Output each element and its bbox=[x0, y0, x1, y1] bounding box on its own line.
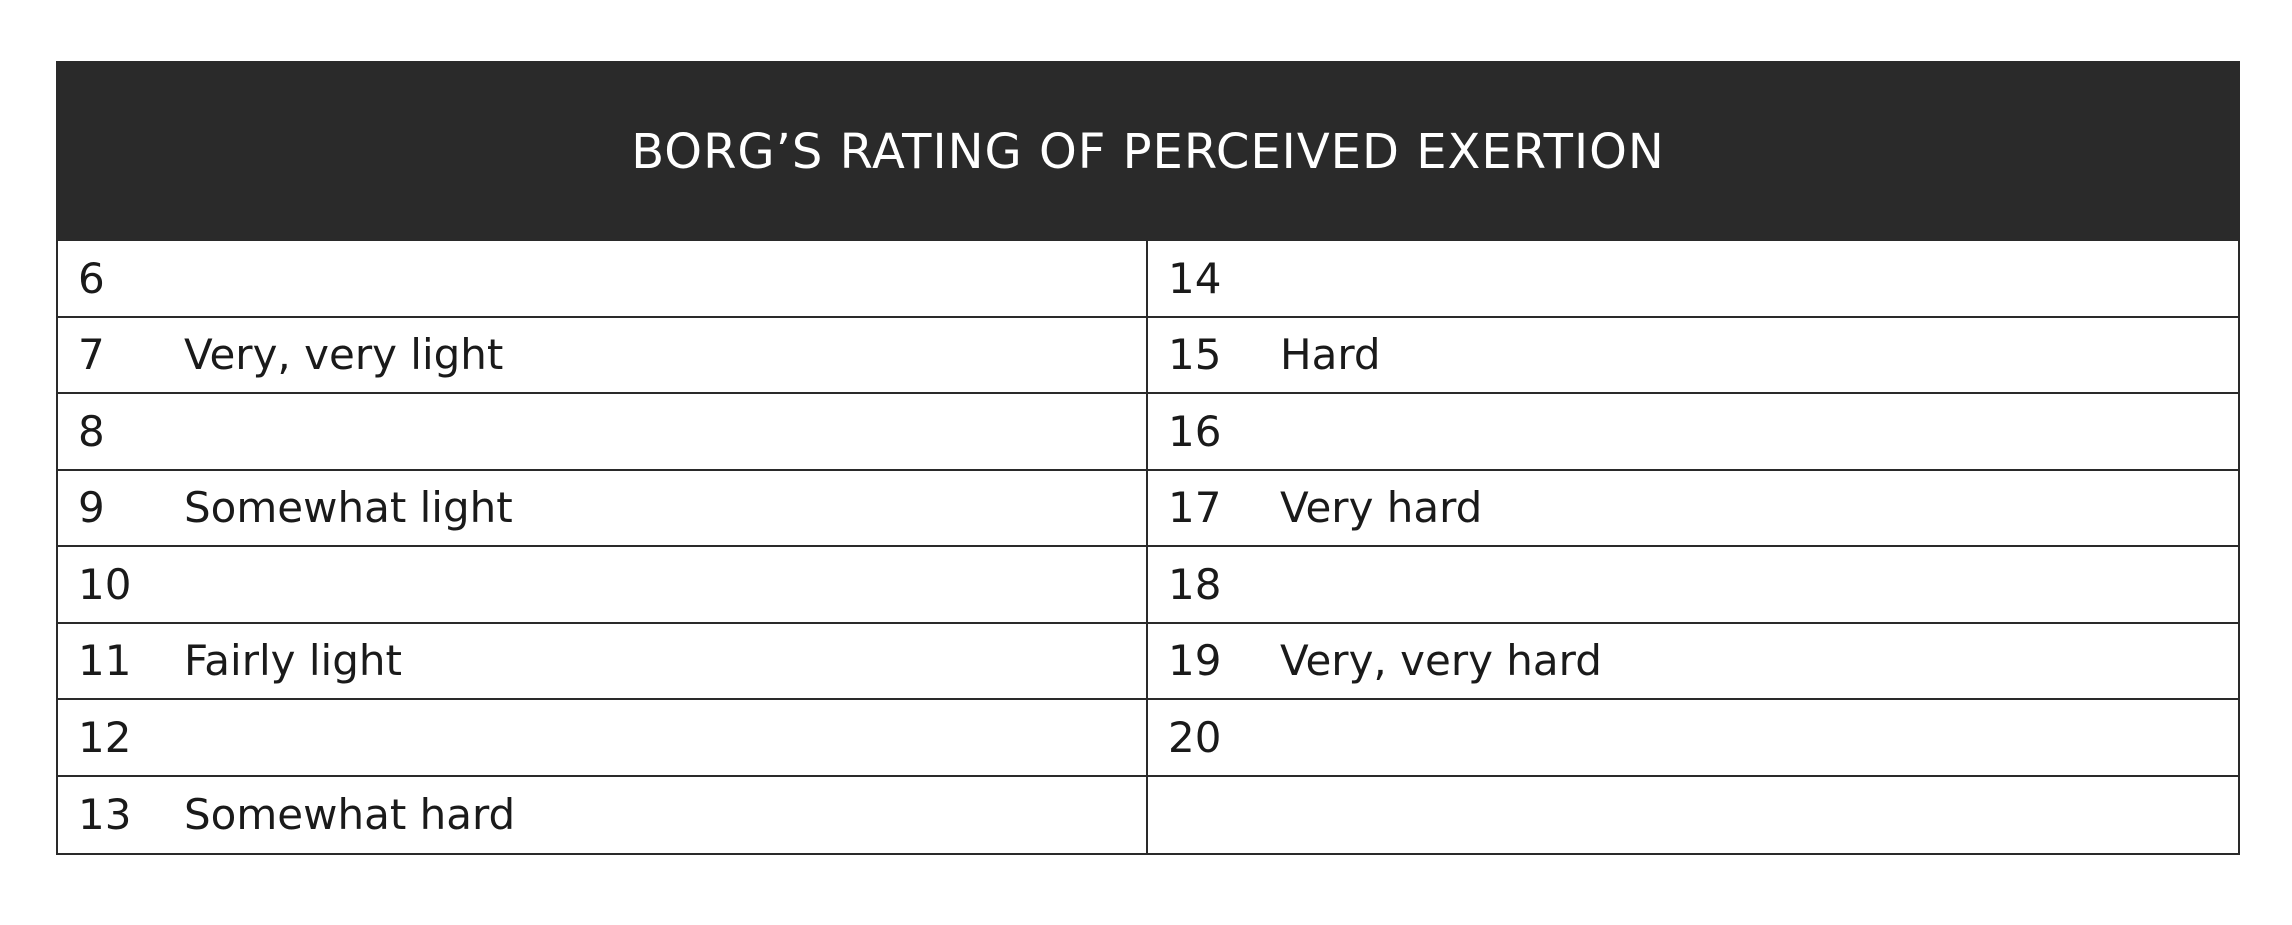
table-row: 13 Somewhat hard bbox=[58, 777, 1146, 854]
rating-label: Somewhat hard bbox=[184, 790, 516, 840]
table-row: 12 bbox=[58, 700, 1146, 777]
table-row: 18 bbox=[1148, 547, 2238, 624]
rating-label: Fairly light bbox=[184, 636, 402, 686]
rating-value: 18 bbox=[1168, 559, 1222, 609]
rating-label: Very, very hard bbox=[1280, 636, 1602, 686]
table-row: 7 Very, very light bbox=[58, 318, 1146, 394]
table-header: BORG’S RATING OF PERCEIVED EXERTION bbox=[58, 63, 2238, 241]
rating-label: Somewhat light bbox=[184, 483, 513, 533]
table-row: 17 Very hard bbox=[1148, 471, 2238, 547]
table-row: 20 bbox=[1148, 700, 2238, 777]
rating-value: 16 bbox=[1168, 406, 1222, 456]
rating-value: 8 bbox=[78, 406, 105, 456]
table-row-empty bbox=[1148, 777, 2238, 854]
table-row: 16 bbox=[1148, 394, 2238, 471]
rating-label: Very hard bbox=[1280, 483, 1483, 533]
rpe-table: BORG’S RATING OF PERCEIVED EXERTION 6 7 … bbox=[56, 61, 2240, 855]
table-row: 19 Very, very hard bbox=[1148, 624, 2238, 700]
table-body: 6 7 Very, very light 8 9 Somewhat light … bbox=[58, 241, 2238, 853]
rating-value: 15 bbox=[1168, 330, 1222, 380]
rating-value: 17 bbox=[1168, 483, 1222, 533]
table-row: 6 bbox=[58, 241, 1146, 318]
rating-value: 6 bbox=[78, 253, 105, 303]
rating-label: Hard bbox=[1280, 330, 1381, 380]
rating-value: 12 bbox=[78, 712, 132, 762]
rating-value: 11 bbox=[78, 636, 132, 686]
rating-value: 13 bbox=[78, 790, 132, 840]
rating-value: 19 bbox=[1168, 636, 1222, 686]
rating-value: 20 bbox=[1168, 712, 1222, 762]
table-row: 9 Somewhat light bbox=[58, 471, 1146, 547]
rating-value: 9 bbox=[78, 483, 105, 533]
table-row: 8 bbox=[58, 394, 1146, 471]
rating-value: 7 bbox=[78, 330, 105, 380]
right-column: 14 15 Hard 16 17 Very hard 18 19 Very, bbox=[1148, 241, 2238, 853]
table-title: BORG’S RATING OF PERCEIVED EXERTION bbox=[631, 124, 1665, 180]
table-row: 15 Hard bbox=[1148, 318, 2238, 394]
rating-label: Very, very light bbox=[184, 330, 504, 380]
table-row: 14 bbox=[1148, 241, 2238, 318]
table-row: 11 Fairly light bbox=[58, 624, 1146, 700]
rating-value: 14 bbox=[1168, 253, 1222, 303]
rating-value: 10 bbox=[78, 559, 132, 609]
table-row: 10 bbox=[58, 547, 1146, 624]
left-column: 6 7 Very, very light 8 9 Somewhat light … bbox=[58, 241, 1148, 853]
